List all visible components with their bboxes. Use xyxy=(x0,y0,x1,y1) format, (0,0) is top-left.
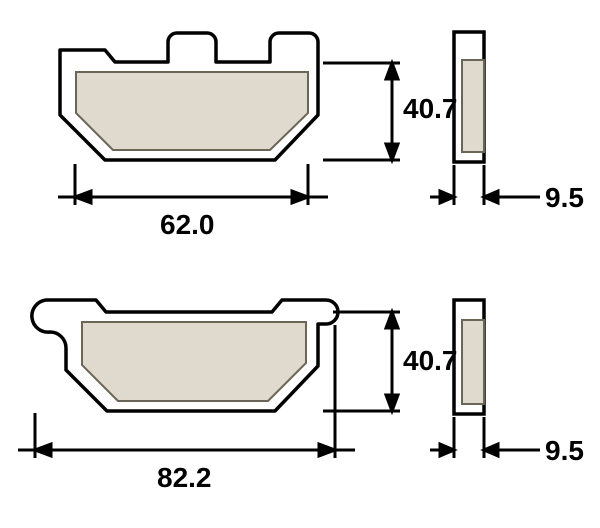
top-thickness-dim xyxy=(430,165,540,205)
bottom-friction-pad xyxy=(82,322,306,401)
bottom-thickness-dim xyxy=(430,417,540,458)
bottom-width-label: 82.2 xyxy=(157,462,212,493)
top-width-label: 62.0 xyxy=(160,209,215,240)
bottom-thickness-label: 9.5 xyxy=(545,435,584,466)
top-width-dim xyxy=(58,164,328,205)
bottom-side-view xyxy=(454,300,484,414)
top-friction-pad xyxy=(76,72,308,150)
bottom-height-label: 40.7 xyxy=(403,345,458,376)
top-thickness-label: 9.5 xyxy=(545,182,584,213)
top-height-label: 40.7 xyxy=(403,93,458,124)
top-side-view xyxy=(454,32,484,162)
top-height-dim xyxy=(323,63,400,160)
diagram: 40.7 62.0 9.5 40.7 xyxy=(0,0,600,528)
